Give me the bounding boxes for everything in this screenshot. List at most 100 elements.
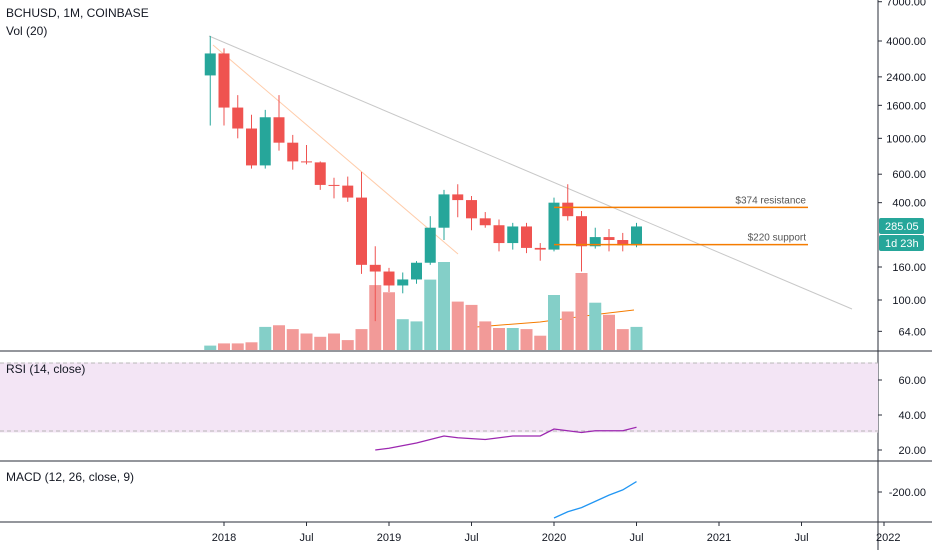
macd-legend[interactable]: MACD (12, 26, close, 9) <box>6 470 134 484</box>
price-tick-label: 7000.00 <box>886 0 926 9</box>
candle-body <box>301 161 312 163</box>
candles <box>204 35 642 322</box>
candle-body <box>424 227 436 263</box>
candle-body <box>589 237 601 247</box>
candle-body <box>548 202 560 250</box>
volume-bar <box>328 333 340 350</box>
volume-bar <box>286 329 299 350</box>
candle-body <box>204 53 216 76</box>
candle-body <box>466 200 477 219</box>
time-tick-label: 2021 <box>707 532 731 544</box>
price-tick-label: 600.00 <box>892 169 926 181</box>
volume-bar <box>300 333 313 350</box>
volume-bar <box>616 329 629 350</box>
macd-line <box>553 481 637 519</box>
volume-bar <box>603 314 615 350</box>
candle-body <box>562 202 574 217</box>
volume-bar <box>273 325 285 350</box>
volume-bar <box>479 321 492 350</box>
volume-bar <box>410 321 423 350</box>
time-axis[interactable]: 2018 Jul 2019 Jul 2020 Jul 2021 Jul 2022 <box>212 522 901 544</box>
rsi-tick-label: 60.00 <box>898 375 926 387</box>
volume-bar <box>534 335 547 350</box>
long-trendline <box>208 35 853 310</box>
price-tick-label: 400.00 <box>892 198 926 210</box>
candle-body <box>507 226 519 244</box>
volume-bar <box>438 262 450 350</box>
volume-bar <box>561 311 574 350</box>
time-tick-label: Jul <box>299 532 313 544</box>
symbol-legend[interactable]: BCHUSD, 1M, COINBASE <box>6 6 149 20</box>
time-tick-label: Jul <box>464 532 478 544</box>
candle-body <box>259 117 271 166</box>
candle-body <box>603 237 615 241</box>
candle-body <box>328 184 340 186</box>
candle-body <box>246 128 257 166</box>
volume-bar <box>575 273 588 350</box>
volume-bar <box>341 340 354 350</box>
time-tick-label: 2019 <box>377 532 401 544</box>
resistance-label: $374 resistance <box>735 195 806 206</box>
price-axis[interactable]: 7000.00 4000.00 2400.00 1600.00 1000.00 600.0… <box>878 0 926 338</box>
candle-body <box>617 240 629 246</box>
volume-bar <box>493 328 505 350</box>
volume-bar <box>589 302 602 350</box>
volume-bar <box>231 343 244 350</box>
candle-body <box>397 279 409 286</box>
volume-legend[interactable]: Vol (20) <box>6 24 47 38</box>
price-tick-label: 1600.00 <box>886 100 926 112</box>
rsi-axis: 60.00 40.00 20.00 <box>878 375 926 457</box>
volume-bar <box>424 279 437 350</box>
rsi-legend[interactable]: RSI (14, close) <box>6 362 85 376</box>
time-tick-label: Jul <box>794 532 808 544</box>
time-tick-label: 2018 <box>212 532 236 544</box>
candle-body <box>479 218 491 226</box>
volume-bar <box>630 326 643 350</box>
volume-bar <box>259 326 272 350</box>
volume-bars <box>204 262 643 350</box>
macd-axis: -200.00 <box>878 487 926 499</box>
last-price-value: 285.05 <box>885 221 919 233</box>
candle-body <box>356 197 367 265</box>
candle-body <box>369 264 381 272</box>
countdown-badge-bg <box>879 235 924 251</box>
candle-body <box>631 226 642 246</box>
rsi-line <box>375 426 637 451</box>
rsi-tick-label: 40.00 <box>898 410 926 422</box>
countdown-value: 1d 23h <box>885 238 919 250</box>
volume-bar <box>506 328 519 350</box>
support-label: $220 support <box>748 233 807 244</box>
price-tick-label: 1000.00 <box>886 133 926 145</box>
volume-bar <box>520 329 533 350</box>
last-price-badge-bg <box>879 218 924 234</box>
price-tick-label: 100.00 <box>892 295 926 307</box>
candle-body <box>342 185 354 198</box>
time-tick-label: Jul <box>629 532 643 544</box>
price-levels[interactable]: $374 resistance $220 support <box>554 195 808 246</box>
macd-tick-label: -200.00 <box>889 487 926 499</box>
price-tick-label: 64.00 <box>898 326 926 338</box>
volume-bar <box>314 336 327 350</box>
volume-bar <box>465 304 478 350</box>
candle-body <box>534 247 546 250</box>
candle-body <box>287 142 299 162</box>
volume-bar <box>204 345 217 350</box>
volume-bar <box>451 301 464 350</box>
rsi-band <box>0 362 878 433</box>
candle-body <box>411 262 422 280</box>
price-tick-label: 4000.00 <box>886 36 926 48</box>
volume-bar <box>383 292 395 350</box>
volume-bar <box>548 295 560 350</box>
last-price-badge: 285.05 1d 23h <box>879 218 924 251</box>
volume-bar <box>245 342 258 350</box>
short-trendline <box>212 44 459 255</box>
candle-body <box>232 107 244 129</box>
candle-body <box>314 162 326 185</box>
candle-body <box>383 271 395 286</box>
volume-bar <box>218 343 230 350</box>
volume-bar <box>355 329 368 350</box>
candle-body <box>521 226 532 248</box>
time-tick-label: 2022 <box>876 532 900 544</box>
candle-body <box>576 216 587 247</box>
